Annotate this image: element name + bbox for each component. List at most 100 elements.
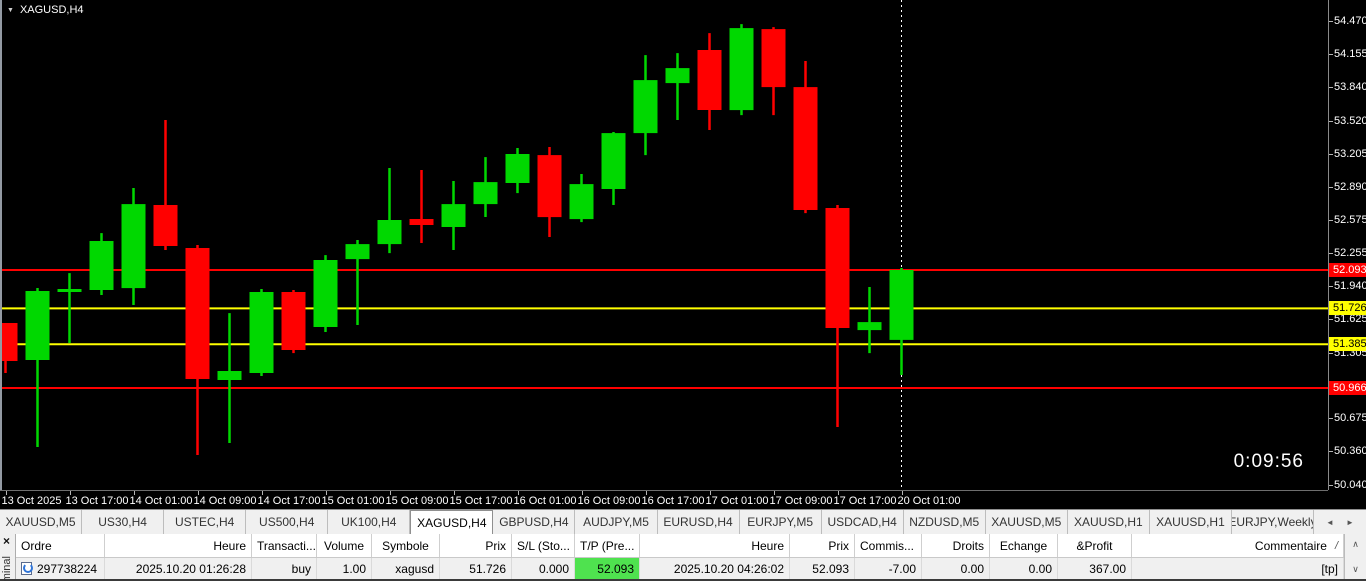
time-tick-label: 16 Oct 01:00	[513, 495, 577, 507]
candle-body	[569, 184, 594, 220]
cell-heure-cloture: 2025.10.20 04:26:02	[640, 558, 790, 579]
time-tick	[5, 491, 7, 495]
chart-tab-us500-h4[interactable]: US500,H4	[246, 510, 329, 534]
col-header-echange[interactable]: Echange	[990, 534, 1058, 557]
chart-tab-xauusd-m5[interactable]: XAUUSD,M5	[0, 510, 83, 534]
col-header-ordre[interactable]: Ordre	[16, 534, 105, 557]
chart-tab-xagusd-h4[interactable]: XAGUSD,H4	[410, 510, 494, 534]
col-header-heure-cloture[interactable]: Heure	[640, 534, 790, 557]
time-tick	[773, 491, 775, 495]
price-tick-label: 52.575	[1334, 213, 1366, 226]
time-tick-label: 13 Oct 17:00	[65, 495, 129, 507]
candle-body	[505, 154, 530, 183]
candlestick-chart[interactable]	[0, 0, 1328, 490]
col-header-volume[interactable]: Volume	[317, 534, 372, 557]
candle-body	[825, 208, 850, 328]
tab-scroll-left-icon[interactable]: ◄	[1326, 517, 1334, 527]
chart-tab-xauusd-m5[interactable]: XAUUSD,M5	[986, 510, 1068, 534]
candle-body	[537, 155, 562, 218]
col-header-tp[interactable]: T/P (Pre...	[575, 534, 640, 557]
tab-scroll-right-icon[interactable]: ►	[1346, 517, 1354, 527]
price-tick	[1329, 352, 1333, 354]
candle-body	[665, 68, 690, 84]
col-header-droits[interactable]: Droits	[922, 534, 990, 557]
chart-tab-audjpy-m5[interactable]: AUDJPY,M5	[575, 510, 658, 534]
cell-droits: 0.00	[922, 558, 990, 579]
chevron-down-icon[interactable]: ▼	[7, 6, 14, 14]
col-header-commission[interactable]: Commis...	[855, 534, 922, 557]
cell-value: xagusd	[395, 561, 434, 576]
price-tick	[1329, 451, 1333, 453]
col-header-prix-ouverture[interactable]: Prix	[440, 534, 512, 557]
cell-value: 0.00	[960, 561, 984, 576]
price-tick-label: 50.675	[1334, 412, 1366, 425]
cell-value: 297738224	[37, 561, 98, 576]
candle-body	[377, 220, 402, 245]
candle-body	[153, 205, 178, 246]
chart-tab-xauusd-h1[interactable]: XAUUSD,H1	[1068, 510, 1150, 534]
time-tick	[837, 491, 839, 495]
col-header-profit[interactable]: &Profit	[1058, 534, 1132, 557]
tab-scroll-arrows: ◄ ►	[1314, 510, 1366, 534]
price-tick-label: 50.040	[1334, 478, 1366, 491]
col-header-heure-ouverture[interactable]: Heure	[105, 534, 252, 557]
candle-body	[793, 87, 818, 210]
chart-tab-nzdusd-m5[interactable]: NZDUSD,M5	[904, 510, 986, 534]
col-header-sl[interactable]: S/L (Sto...	[512, 534, 575, 557]
time-tick-label: 13 Oct 2025	[1, 495, 62, 507]
terminal-panel: × minal Ordre Heure Transacti... Volume Symb…	[0, 534, 1366, 581]
time-tick	[261, 491, 263, 495]
cell-symbole: xagusd	[372, 558, 440, 579]
chart-tab-eurjpy-weekly[interactable]: EURJPY,Weekly	[1232, 510, 1314, 534]
chart-tab-usdcad-h4[interactable]: USDCAD,H4	[822, 510, 904, 534]
candle-body	[121, 204, 146, 289]
scroll-down-icon[interactable]: ∨	[1352, 564, 1359, 574]
candle-body	[409, 219, 434, 225]
chart-tab-eurusd-h4[interactable]: EURUSD,H4	[658, 510, 740, 534]
col-header-commentaire[interactable]: Commentaire /	[1132, 534, 1344, 557]
candle-body	[729, 28, 754, 111]
candle-countdown: 0:09:56	[1233, 451, 1304, 472]
terminal-tab-label[interactable]: minal	[1, 555, 13, 581]
price-tick	[1329, 186, 1333, 188]
chart-tab-xauusd-h1[interactable]: XAUUSD,H1	[1150, 510, 1232, 534]
candle-body	[857, 322, 882, 331]
price-tick	[1329, 484, 1333, 486]
chart-tab-gbpusd-h4[interactable]: GBPUSD,H4	[493, 510, 576, 534]
price-tick	[1329, 319, 1333, 321]
cell-value: 2025.10.20 04:26:02	[673, 561, 784, 576]
time-tick-label: 15 Oct 01:00	[321, 495, 385, 507]
close-terminal-button[interactable]: ×	[3, 534, 11, 548]
cell-ordre: 297738224	[16, 558, 105, 579]
cell-commentaire: [tp]	[1132, 558, 1344, 579]
scroll-up-icon[interactable]: ∧	[1352, 539, 1359, 549]
candle-body	[601, 133, 626, 189]
time-axis[interactable]: 13 Oct 2025 13 Oct 17:00 14 Oct 01:00 14 Oc…	[0, 490, 1328, 509]
cell-profit: 367.00	[1058, 558, 1132, 579]
price-tick	[1329, 54, 1333, 56]
order-row[interactable]: 297738224 2025.10.20 01:26:28 buy 1.00 xagus…	[16, 558, 1344, 579]
chart-tab-eurjpy-m5[interactable]: EURJPY,M5	[740, 510, 822, 534]
chart-tab-us30-h4[interactable]: US30,H4	[82, 510, 165, 534]
price-tick-label: 54.155	[1334, 48, 1366, 61]
chart-tab-ustec-h4[interactable]: USTEC,H4	[164, 510, 247, 534]
price-axis[interactable]: 54.470 54.155 53.840 53.520 53.205 52.890 52.5…	[1328, 0, 1366, 491]
price-tick-label: 52.890	[1334, 180, 1366, 193]
terminal-scrollbar[interactable]: ∧ ∨	[1344, 534, 1366, 579]
col-header-transaction[interactable]: Transacti...	[252, 534, 317, 557]
time-tick	[517, 491, 519, 495]
candle-body	[185, 248, 210, 379]
chart-tab-uk100-h4[interactable]: UK100,H4	[328, 510, 411, 534]
cell-value: buy	[291, 561, 311, 576]
candle-body	[249, 292, 274, 373]
time-tick-label: 20 Oct 01:00	[897, 495, 961, 507]
cell-heure-ouverture: 2025.10.20 01:26:28	[105, 558, 252, 579]
cell-value: 51.726	[469, 561, 506, 576]
time-tick	[389, 491, 391, 495]
time-tick	[69, 491, 71, 495]
cell-transaction: buy	[252, 558, 317, 579]
col-header-prix-cloture[interactable]: Prix	[790, 534, 855, 557]
cell-echange: 0.00	[990, 558, 1058, 579]
orders-table: Ordre Heure Transacti... Volume Symbole Prix S…	[16, 534, 1344, 579]
col-header-symbole[interactable]: Symbole	[372, 534, 440, 557]
